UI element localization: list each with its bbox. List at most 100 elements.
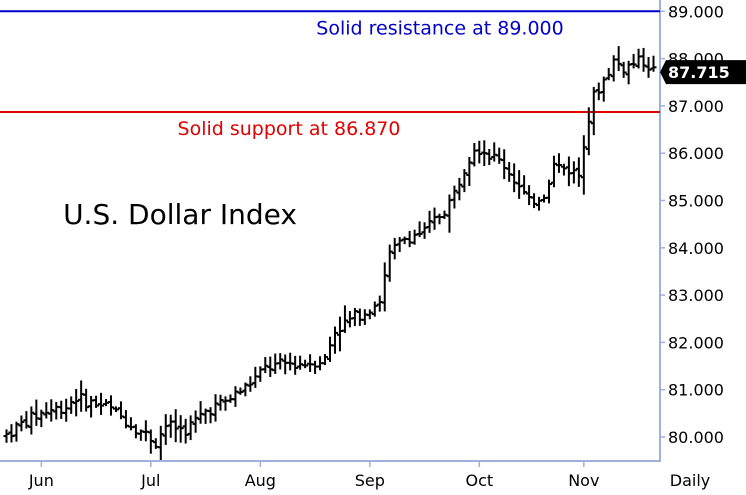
price-bar: [292, 355, 299, 375]
price-bar: [187, 415, 194, 441]
chart-title: U.S. Dollar Index: [63, 198, 297, 231]
price-bar: [237, 387, 244, 395]
price-bar: [28, 406, 35, 435]
price-bar: [416, 221, 423, 238]
price-bar: [351, 307, 358, 327]
price-bar: [391, 237, 398, 260]
price-bar: [575, 157, 582, 187]
price-bar: [555, 153, 562, 173]
price-bar: [327, 336, 333, 362]
price-bar: [486, 148, 493, 166]
price-bar: [366, 309, 373, 320]
price-bars: [3, 46, 657, 460]
price-bar: [426, 210, 433, 233]
price-bar: [112, 406, 119, 412]
price-bar: [38, 409, 45, 428]
price-bar: [331, 326, 338, 354]
support-label: Solid support at 86.870: [178, 118, 401, 140]
price-bar: [73, 388, 80, 417]
price-bar: [640, 47, 647, 72]
price-bar: [560, 163, 567, 176]
y-tick-label: 84.000: [668, 239, 724, 258]
price-bar: [386, 244, 393, 282]
price-bar: [222, 396, 229, 411]
price-bar: [516, 170, 523, 199]
price-bar: [545, 179, 552, 204]
price-bar: [600, 76, 607, 102]
price-bar: [501, 149, 508, 180]
y-tick-label: 82.000: [668, 333, 724, 352]
price-bar: [511, 163, 518, 193]
price-bar: [18, 415, 25, 432]
y-tick-label: 89.000: [668, 2, 724, 21]
price-bar: [466, 156, 473, 186]
y-tick-label: 87.000: [668, 97, 724, 116]
price-bar: [645, 57, 652, 78]
price-bar: [282, 354, 289, 375]
price-bar: [162, 414, 169, 445]
price-bar: [580, 135, 587, 195]
price-bar: [570, 161, 577, 184]
price-bar: [401, 236, 408, 245]
price-bar: [341, 305, 348, 333]
price-bar: [451, 185, 458, 209]
price-bar: [496, 147, 503, 164]
x-tick-label: Sep: [355, 471, 385, 490]
price-bar: [630, 53, 637, 69]
x-tick-label: Oct: [465, 471, 493, 490]
price-bar: [620, 61, 627, 78]
price-bar: [302, 359, 309, 369]
price-bar: [262, 357, 269, 374]
y-tick-label: 86.000: [668, 144, 724, 163]
last-value-label: 87.715: [668, 63, 730, 82]
y-axis-ticks: 80.000 81.000 82.000 83.000 84.000 85.000 86.0…: [660, 2, 724, 447]
price-bar: [346, 311, 353, 328]
price-bar: [590, 86, 597, 136]
price-bar: [456, 177, 463, 201]
price-bar: [217, 394, 224, 411]
price-bar: [177, 415, 184, 443]
price-bar: [585, 107, 592, 156]
price-bar: [167, 414, 174, 438]
price-bar: [371, 301, 378, 317]
price-bar: [277, 353, 284, 370]
price-bar: [68, 396, 75, 414]
price-bar: [93, 395, 100, 408]
price-bar: [43, 402, 50, 419]
x-tick-label: Jun: [28, 471, 54, 490]
price-bar: [521, 175, 528, 195]
y-tick-label: 80.000: [668, 428, 724, 447]
price-bar: [132, 424, 139, 439]
y-tick-label: 85.000: [668, 192, 724, 211]
price-bar: [436, 213, 443, 225]
price-bar: [550, 155, 557, 188]
x-tick-label: Jul: [140, 471, 160, 490]
price-bar: [197, 401, 204, 424]
price-bar: [58, 400, 65, 419]
price-bar: [172, 409, 179, 443]
price-bar: [23, 411, 30, 429]
price-bar: [8, 424, 15, 443]
price-bar: [506, 162, 513, 182]
price-bar: [242, 382, 249, 397]
price-bar: [376, 295, 383, 312]
last-value-marker: 87.715: [660, 60, 746, 85]
price-bar: [526, 185, 533, 206]
price-bar: [421, 222, 428, 239]
price-bar: [287, 352, 294, 371]
price-bar: [531, 193, 538, 209]
price-bar: [192, 410, 199, 433]
price-bar: [431, 207, 438, 230]
price-bar: [307, 354, 314, 372]
last-value-flag: [660, 60, 746, 85]
resistance-label: Solid resistance at 89.000: [316, 17, 563, 39]
price-bar: [650, 55, 657, 72]
price-bar: [83, 388, 90, 412]
price-bar: [267, 356, 274, 378]
price-bar: [605, 67, 612, 81]
price-bar: [3, 429, 10, 443]
price-bar: [615, 46, 622, 72]
price-bar: [108, 395, 115, 416]
price-bar: [461, 169, 468, 193]
